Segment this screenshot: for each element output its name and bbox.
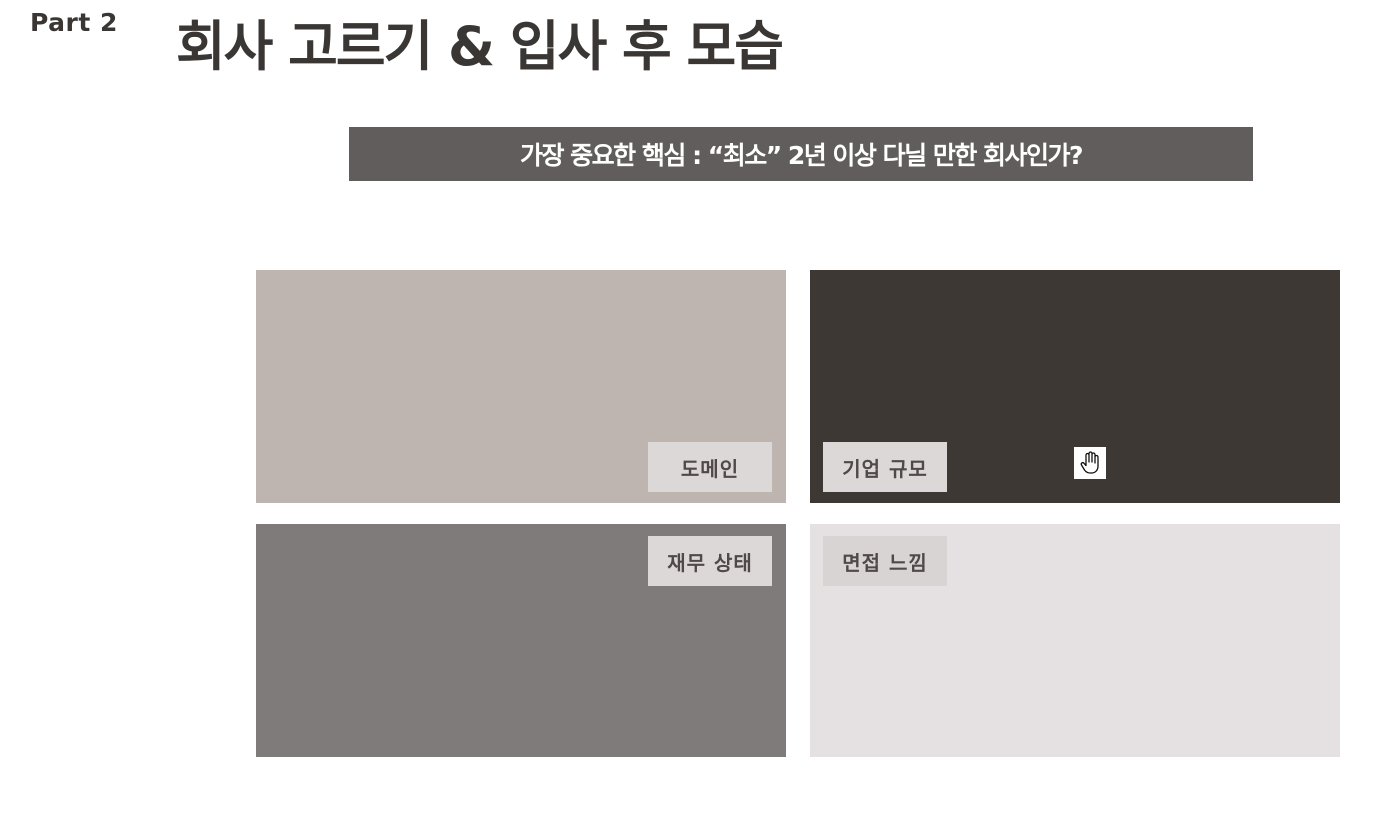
tile-label-company-size[interactable]: 기업 규모 (823, 442, 947, 492)
tile-interview-impression[interactable]: 면접 느낌 (810, 524, 1340, 757)
hand-pointer-icon (1074, 447, 1106, 479)
tile-label-financial-status[interactable]: 재무 상태 (648, 536, 772, 586)
part-label: Part 2 (30, 8, 118, 37)
key-question-banner: 가장 중요한 핵심 : “최소” 2년 이상 다닐 만한 회사인가? (349, 127, 1253, 181)
tile-domain[interactable]: 도메인 (256, 270, 786, 503)
page-title: 회사 고르기 & 입사 후 모습 (176, 15, 784, 78)
tile-financial-status[interactable]: 재무 상태 (256, 524, 786, 757)
banner-text: 가장 중요한 핵심 : “최소” 2년 이상 다닐 만한 회사인가? (519, 141, 1084, 170)
tile-label-interview-impression[interactable]: 면접 느낌 (823, 536, 947, 586)
tile-label-domain[interactable]: 도메인 (648, 442, 772, 492)
